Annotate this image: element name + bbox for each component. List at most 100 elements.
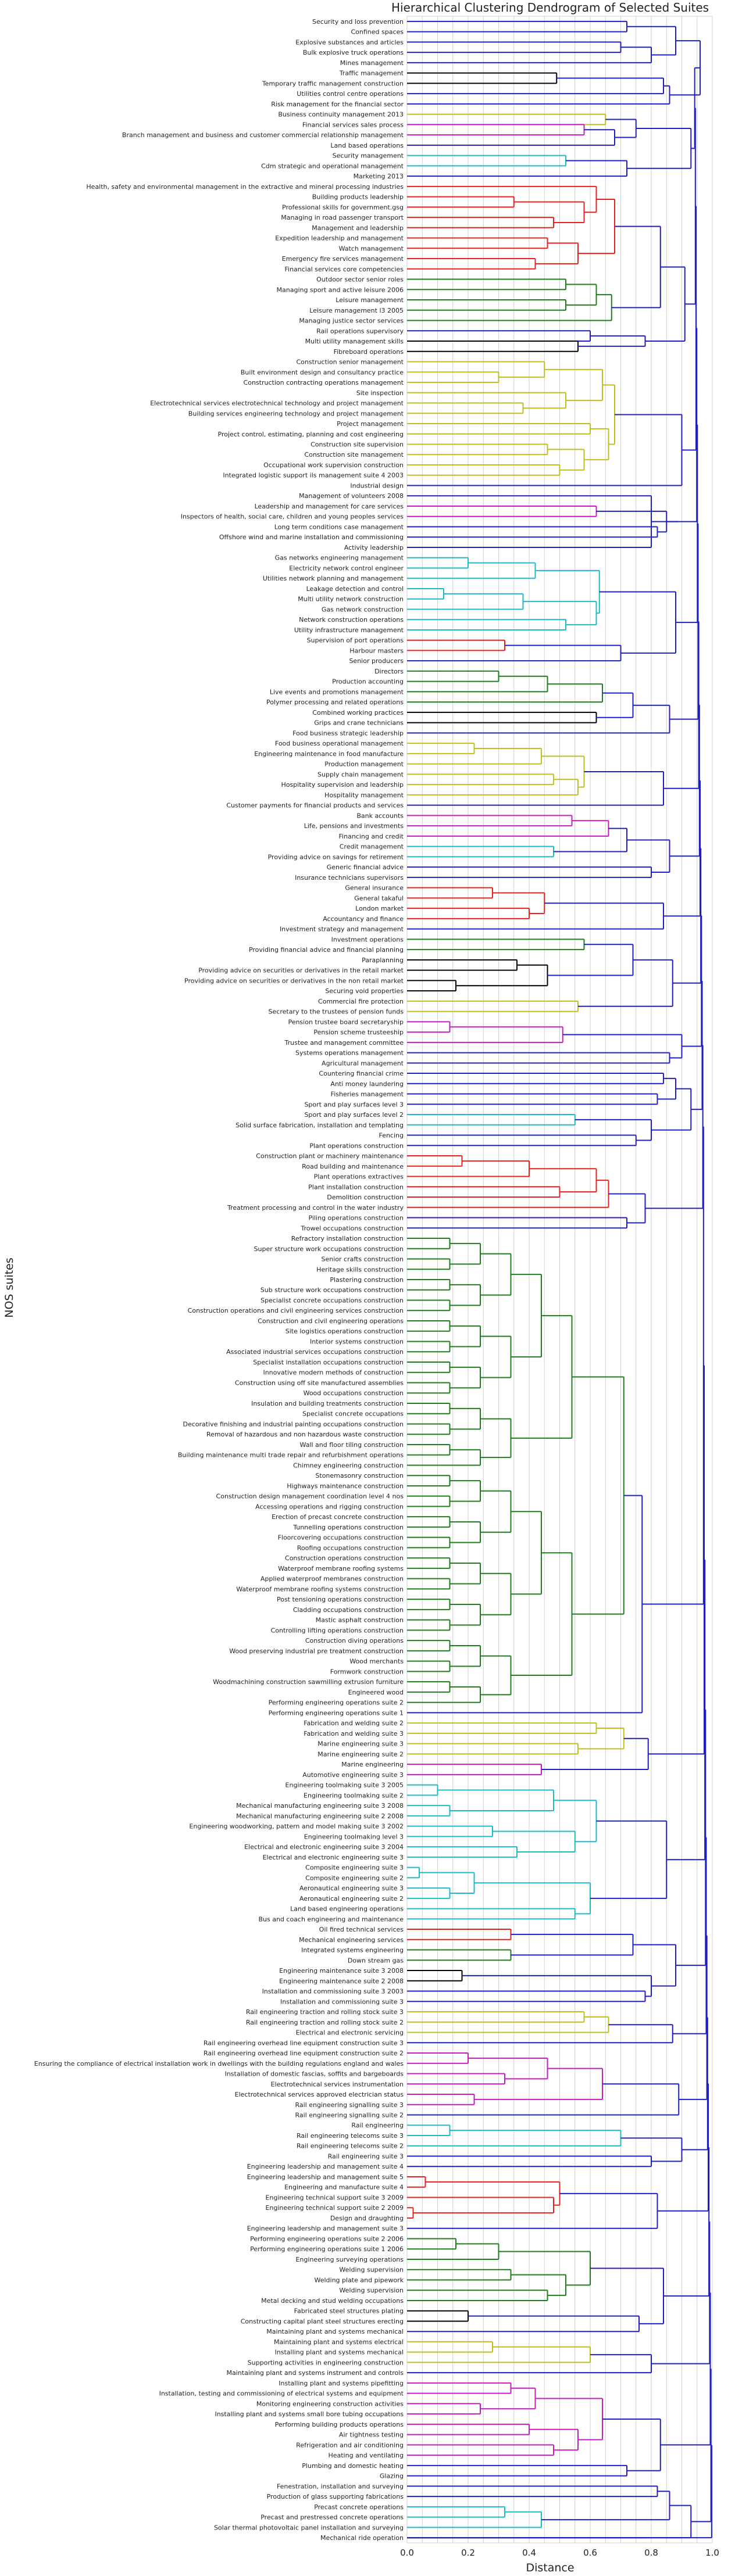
leaf-label: Rail engineering signalling suite 3 [295, 2101, 404, 2109]
leaf-label: Management and leadership [312, 224, 404, 232]
leaf-label: Polymer processing and related operation… [266, 698, 404, 706]
leaf-label: Associated industrial services occupatio… [226, 1348, 404, 1356]
leaf-label: Confined spaces [351, 28, 404, 36]
leaf-label: Mines management [340, 59, 404, 67]
leaf-label: Heating and ventilating [328, 2452, 404, 2459]
leaf-label: Life, pensions and investments [304, 822, 404, 830]
leaf-label: Utilities network planning and managemen… [263, 575, 404, 582]
leaf-label: Controlling lifting operations construct… [271, 1626, 404, 1634]
leaf-label: Sub structure work occupations construct… [261, 1287, 404, 1294]
leaf-label: Investment strategy and management [280, 926, 404, 933]
leaf-label: Rail engineering suite 3 [328, 2152, 404, 2160]
leaf-label: Construction and civil engineering opera… [258, 1317, 404, 1325]
leaf-label: Waterproof membrane roofing systems cons… [236, 1585, 404, 1593]
leaf-label: Site inspection [356, 389, 404, 397]
leaf-label: Plant installation construction [308, 1183, 404, 1191]
leaf-label: Bus and coach engineering and maintenanc… [258, 1915, 404, 1923]
leaf-label: Multi utility management skills [305, 338, 404, 345]
leaf-label: Land based engineering operations [290, 1905, 404, 1913]
leaf-labels: Security and loss prevention Confined spa… [34, 18, 404, 2542]
leaf-label: Marketing 2013 [354, 173, 404, 180]
leaf-label: Food business strategic leadership [292, 729, 404, 737]
leaf-label: Installing plant and systems pipefitting [279, 2380, 404, 2387]
leaf-label: Plastering construction [330, 1276, 404, 1284]
leaf-label: Anti money laundering [330, 1080, 404, 1088]
leaf-label: Utilities control centre operations [297, 90, 404, 98]
leaf-label: Pension trustee board secretaryship [288, 1018, 404, 1026]
leaf-label: Multi utility network construction [298, 596, 404, 603]
leaf-label: Down stream gas [348, 1957, 404, 1964]
leaf-label: Traffic management [339, 70, 404, 77]
leaf-label: Electrical and electronic servicing [296, 2029, 404, 2037]
leaf-label: Installation and commissioning suite 3 [280, 1998, 404, 2005]
leaf-label: Metal decking and stud welding occupatio… [261, 2297, 404, 2305]
leaf-label: Harbour masters [349, 647, 404, 654]
leaf-label: Insurance technicians supervisors [295, 874, 404, 882]
leaf-label: Rail engineering overhead line equipment… [204, 2050, 404, 2057]
leaf-label: Inspectors of health, social care, child… [181, 513, 404, 521]
leaf-label: Treatment processing and control in the … [227, 1204, 404, 1212]
leaf-label: Engineering toolmaking suite 2 [304, 1792, 404, 1799]
leaf-label: Waterproof membrane roofing systems [278, 1565, 404, 1572]
leaf-label: Aeronautical engineering suite 3 [299, 1884, 404, 1892]
leaf-label: Installation of domestic fascias, soffit… [225, 2070, 404, 2078]
leaf-label: Road building and maintenance [302, 1163, 404, 1170]
leaf-label: Engineering leadership and management su… [247, 2163, 404, 2170]
leaf-label: Customer payments for financial products… [226, 802, 404, 809]
leaf-label: Installing plant and systems mechanical [275, 2349, 404, 2356]
leaf-label: Credit management [340, 843, 404, 851]
leaf-label: Engineering leadership and management su… [247, 2173, 404, 2181]
leaf-label: Decorative finishing and industrial pain… [183, 1420, 404, 1428]
leaf-label: Installing plant and systems small bore … [215, 2410, 404, 2418]
leaf-label: Demolition construction [327, 1194, 404, 1201]
leaf-label: Accessing operations and rigging constru… [255, 1503, 404, 1510]
leaf-label: Trowel occupations construction [300, 1224, 404, 1232]
leaf-label: Specialist concrete occupations [302, 1410, 404, 1418]
leaf-label: Glazing [380, 2473, 404, 2480]
leaf-label: Welding supervision [339, 2287, 404, 2294]
leaf-label: Supervision of port operations [307, 637, 404, 644]
leaf-label: Bank accounts [356, 812, 404, 819]
leaf-label: Refrigeration and air conditioning [296, 2441, 404, 2449]
leaf-label: Electrotechnical services approved elect… [235, 2091, 404, 2098]
leaf-label: Fencing [379, 1132, 404, 1140]
x-axis-title: Distance [526, 2561, 574, 2574]
leaf-label: Rail engineering signalling suite 2 [295, 2112, 404, 2119]
leaf-label: Specialist installation occupations cons… [253, 1359, 404, 1366]
leaf-label: Trustee and management committee [284, 1039, 404, 1047]
leaf-label: Generic financial advice [327, 864, 404, 871]
leaf-label: Land based operations [330, 142, 404, 149]
leaf-label: Engineering maintenance in food manufact… [254, 750, 404, 758]
leaf-label: Heritage skills construction [316, 1266, 404, 1273]
leaf-label: Automotive engineering suite 3 [302, 1771, 404, 1779]
grid-lines [406, 16, 713, 2543]
leaf-label: Sport and play surfaces level 2 [304, 1111, 404, 1119]
leaf-label: Risk management for the financial sector [271, 101, 404, 108]
leaf-label: Engineered wood [348, 1689, 404, 1696]
leaf-label: Composite engineering suite 2 [305, 1874, 404, 1882]
leaf-label: Air tightness testing [339, 2431, 404, 2439]
leaf-label: Fisheries management [331, 1091, 404, 1098]
leaf-label: Leisure management [336, 296, 404, 304]
leaf-label: Rail operations supervisory [316, 327, 404, 335]
x-tick-label: 0.2 [461, 2548, 475, 2558]
leaf-label: Integrated systems engineering [301, 1947, 404, 1954]
leaf-label: Plant operations construction [309, 1142, 404, 1149]
leaf-label: Installation and commissioning suite 3 2… [262, 1988, 404, 1995]
leaf-label: Providing advice on securities or deriva… [198, 967, 404, 974]
leaf-label: Marine engineering suite 2 [317, 1750, 404, 1758]
leaf-label: Live events and promotions management [270, 688, 404, 696]
leaf-label: Super structure work occupations constru… [254, 1245, 404, 1253]
leaf-label: Built environment design and consultancy… [241, 368, 404, 376]
leaf-label: Project management [337, 420, 404, 428]
leaf-label: Ensuring the compliance of electrical in… [34, 2060, 404, 2068]
leaf-label: Food business operational management [275, 740, 404, 747]
leaf-label: Leadership and management for care servi… [255, 503, 404, 510]
leaf-label: Leakage detection and control [306, 585, 404, 593]
leaf-label: Plumbing and domestic heating [302, 2462, 404, 2470]
leaf-label: Sport and play surfaces level 3 [304, 1101, 404, 1108]
leaf-label: Grips and crane technicians [314, 719, 404, 727]
leaf-label: Senior crafts construction [322, 1256, 404, 1263]
leaf-label: Network construction operations [299, 616, 404, 624]
